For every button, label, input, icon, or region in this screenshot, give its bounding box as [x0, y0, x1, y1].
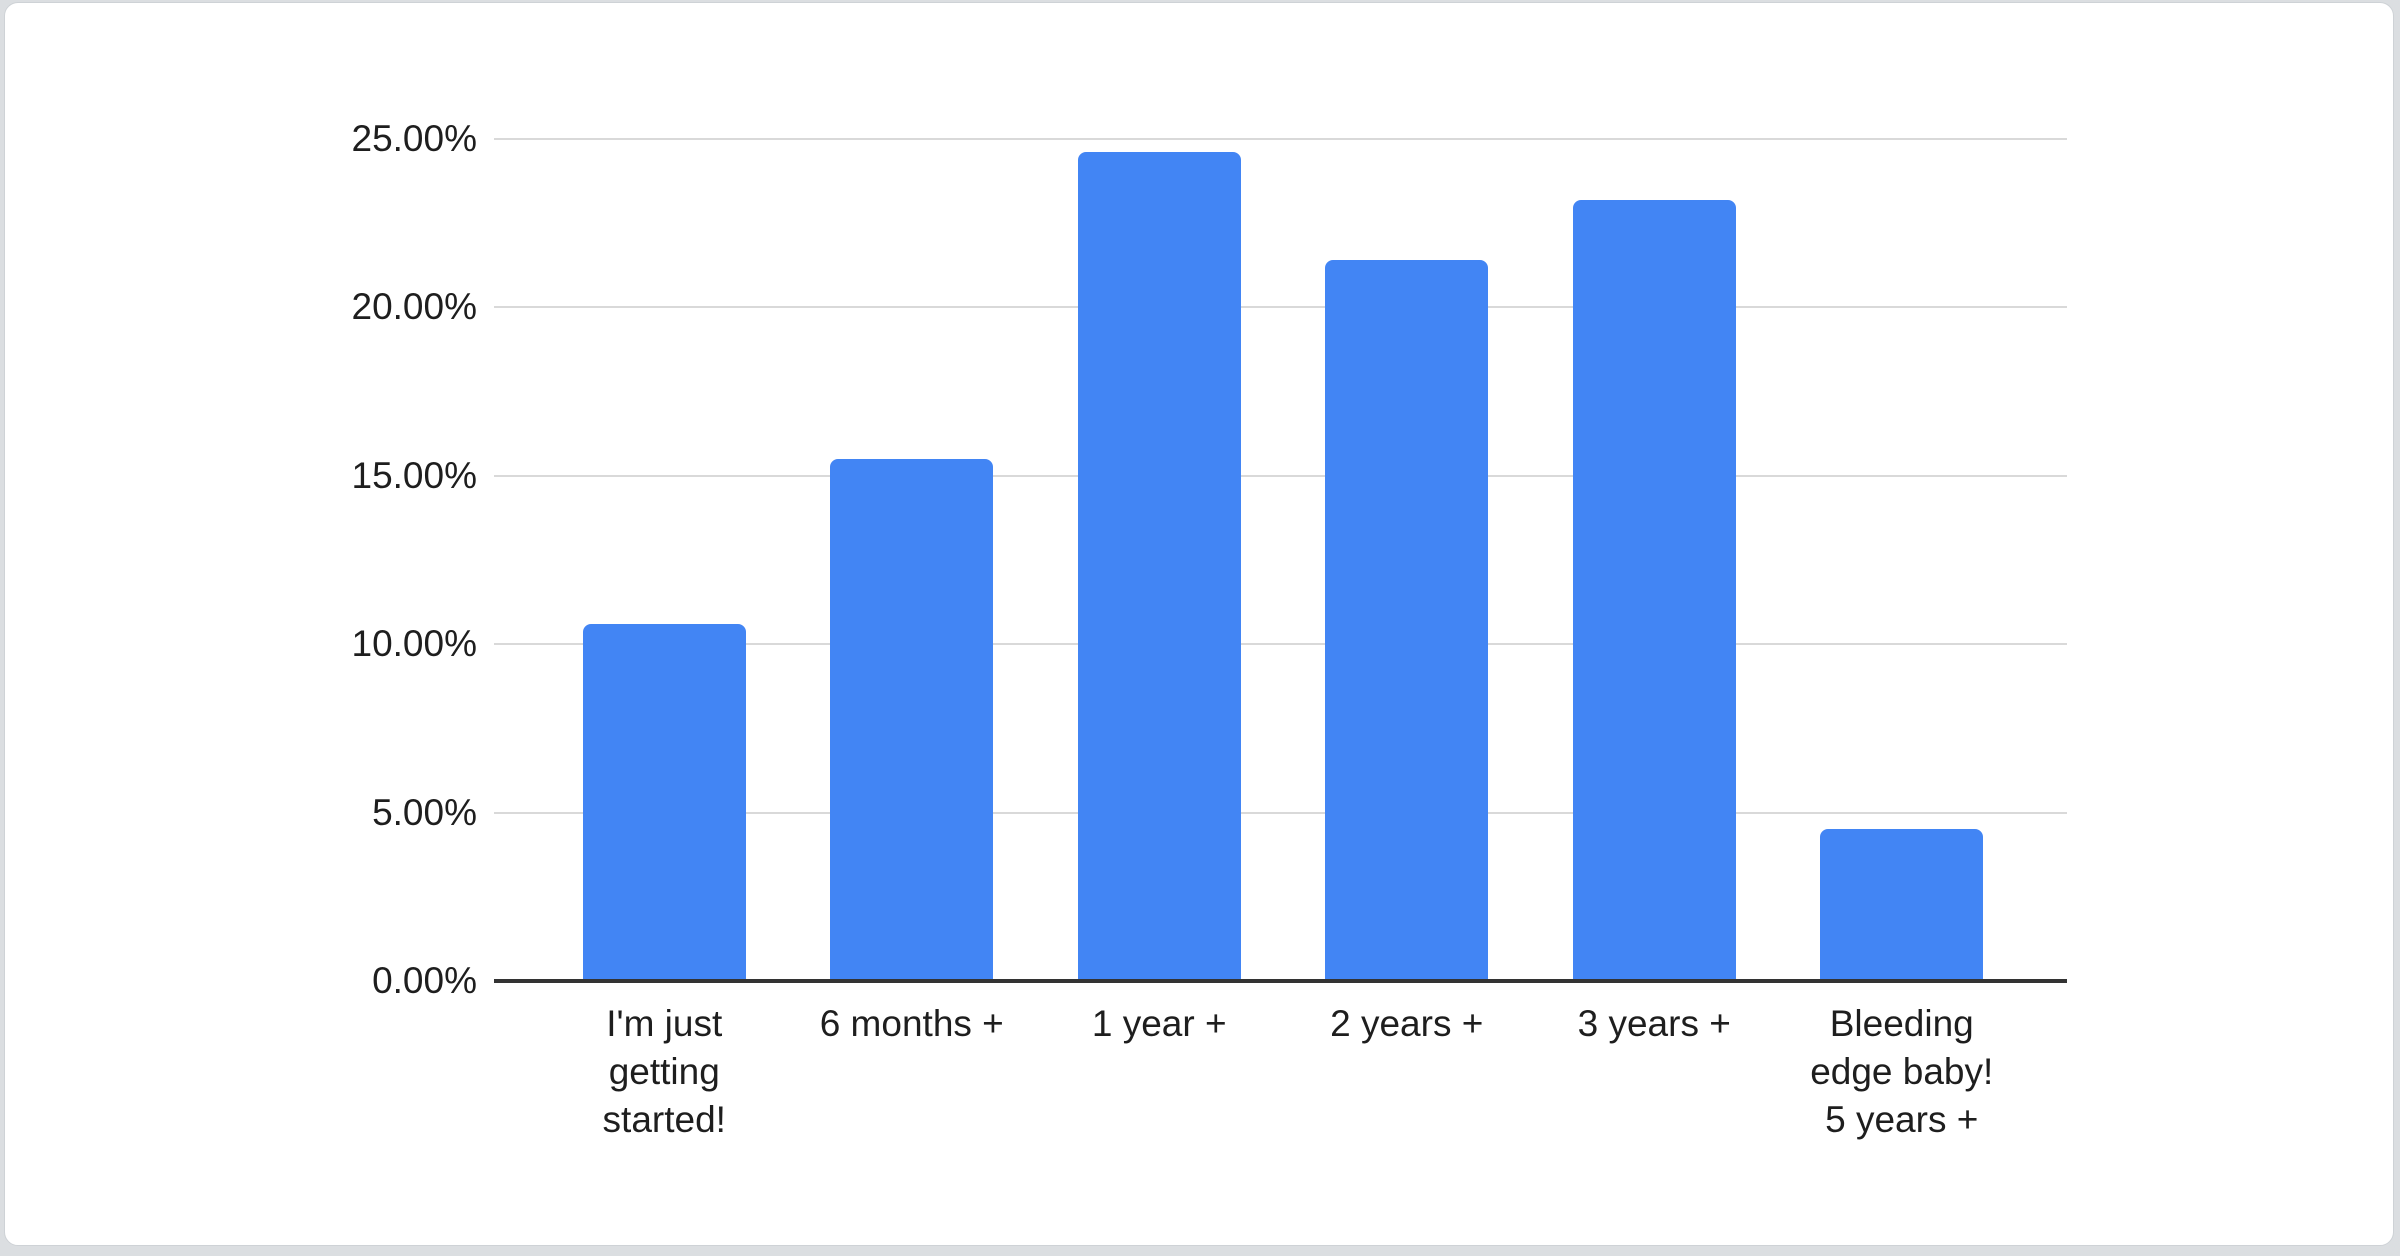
y-axis-tick-label: 5.00% [372, 791, 477, 833]
x-axis-category-label: 1 year + [1091, 1003, 1227, 1044]
gridline [494, 643, 2067, 646]
gridline [494, 474, 2067, 477]
x-axis-line [494, 979, 2067, 983]
y-axis-tick-label: 10.00% [351, 623, 478, 665]
chart-bar[interactable] [830, 458, 994, 981]
x-axis-category-label: I'm just getting started! [602, 1003, 726, 1140]
x-axis-category-label: 6 months + [819, 1003, 1004, 1044]
chart-bar[interactable] [1820, 829, 1984, 981]
chart-bar[interactable] [582, 623, 746, 981]
gridline [494, 811, 2067, 814]
y-axis-tick-label: 20.00% [351, 286, 478, 328]
y-axis-tick-label: 0.00% [372, 960, 477, 1001]
x-axis-category-label: 3 years + [1577, 1003, 1731, 1044]
chart-bar[interactable] [1572, 199, 1736, 981]
y-axis-tick-label: 25.00% [351, 118, 478, 159]
x-axis-category-label: 2 years + [1330, 1003, 1484, 1044]
gridline [494, 138, 2067, 140]
y-axis-tick-label: 15.00% [351, 454, 478, 496]
x-axis-category-label: Bleeding edge baby! 5 years + [1810, 1003, 1994, 1140]
gridline [494, 306, 2067, 309]
chart-bar[interactable] [1325, 260, 1489, 981]
chart-bar[interactable] [1077, 152, 1241, 981]
